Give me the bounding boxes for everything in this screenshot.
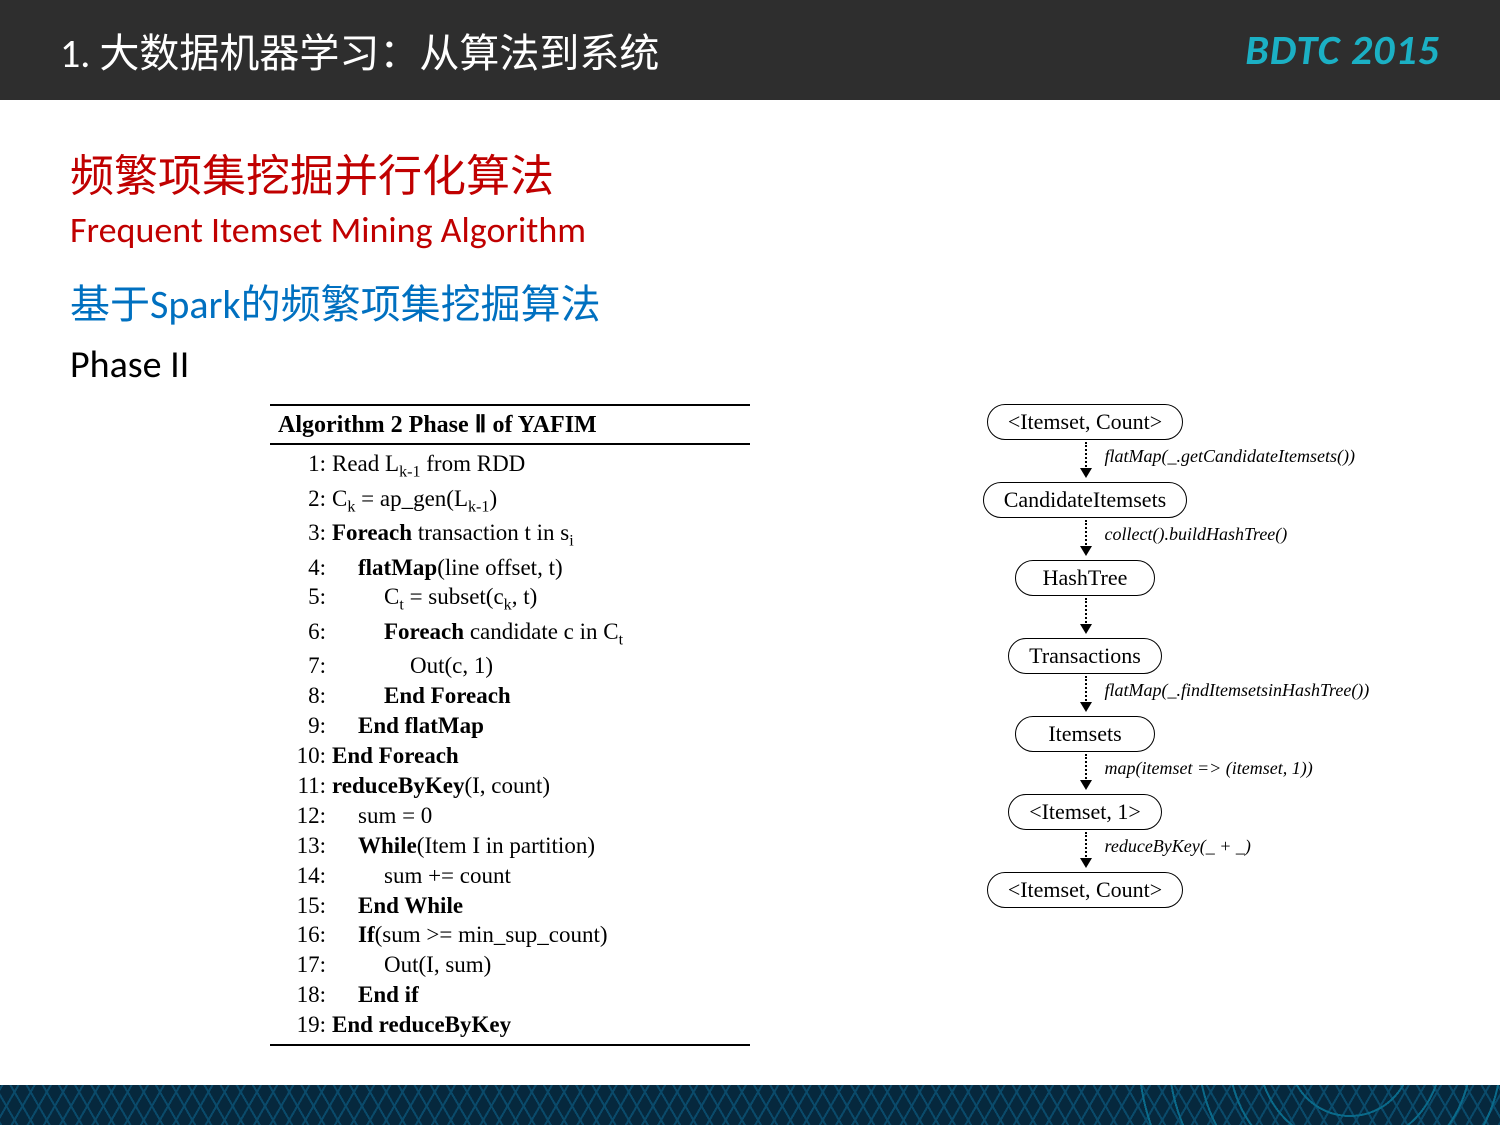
flowchart-edge-label: collect().buildHashTree() [1105, 524, 1288, 545]
algorithm-line: 19:End reduceByKey [294, 1010, 750, 1040]
algorithm-body: 1:Read Lk-1 from RDD2:Ck = ap_gen(Lk-1)3… [270, 445, 750, 1046]
algorithm-line: 6:Foreach candidate c in Ct [294, 617, 750, 652]
algorithm-line: 3:Foreach transaction t in si [294, 518, 750, 553]
flowchart-node: CandidateItemsets [983, 482, 1188, 518]
flowchart-arrow: collect().buildHashTree() [890, 518, 1280, 560]
flowchart-edge-label: reduceByKey(_ + _) [1105, 836, 1251, 857]
flowchart-node: <Itemset, 1> [1008, 794, 1162, 830]
algorithm-line: 7:Out(c, 1) [294, 651, 750, 681]
slide-header: 1. 大数据机器学习：从算法到系统 BDTC 2015 [0, 0, 1500, 100]
flowchart-arrow: flatMap(_.findItemsetsinHashTree()) [890, 674, 1280, 716]
flowchart-node: <Itemset, Count> [987, 404, 1183, 440]
algorithm-line: 4:flatMap(line offset, t) [294, 553, 750, 583]
algorithm-listing: Algorithm 2 Phase Ⅱ of YAFIM 1:Read Lk-1… [270, 404, 750, 1046]
algorithm-line: 12:sum = 0 [294, 801, 750, 831]
algorithm-line: 18:End if [294, 980, 750, 1010]
slide-content: 频繁项集挖掘并行化算法 Frequent Itemset Mining Algo… [0, 100, 1500, 1046]
flowchart-edge-label: flatMap(_.getCandidateItemsets()) [1105, 446, 1355, 467]
algorithm-line: 14:sum += count [294, 861, 750, 891]
algorithm-line: 11:reduceByKey(I, count) [294, 771, 750, 801]
algorithm-line: 1:Read Lk-1 from RDD [294, 449, 750, 484]
algorithm-line: 2:Ck = ap_gen(Lk-1) [294, 484, 750, 519]
flowchart-node: Itemsets [1015, 716, 1155, 752]
flowchart-node: HashTree [1015, 560, 1155, 596]
algorithm-line: 10:End Foreach [294, 741, 750, 771]
algorithm-line: 16:If(sum >= min_sup_count) [294, 920, 750, 950]
flowchart-edge-label: map(itemset => (itemset, 1)) [1105, 758, 1313, 779]
flowchart-arrow [890, 596, 1280, 638]
flowchart-arrow: reduceByKey(_ + _) [890, 830, 1280, 872]
flowchart-node: <Itemset, Count> [987, 872, 1183, 908]
algorithm-line: 17:Out(I, sum) [294, 950, 750, 980]
algorithm-title: Algorithm 2 Phase Ⅱ of YAFIM [270, 404, 750, 445]
algorithm-line: 9:End flatMap [294, 711, 750, 741]
footer-decoration [0, 1085, 1500, 1125]
title-chinese: 频繁项集挖掘并行化算法 [70, 140, 1430, 204]
flowchart-edge-label: flatMap(_.findItemsetsinHashTree()) [1105, 680, 1370, 701]
algorithm-line: 13:While(Item I in partition) [294, 831, 750, 861]
algorithm-line: 8:End Foreach [294, 681, 750, 711]
flowchart-arrow: map(itemset => (itemset, 1)) [890, 752, 1280, 794]
subtitle-spark: 基于Spark的频繁项集挖掘算法 [70, 272, 1430, 330]
flowchart-node: Transactions [1008, 638, 1162, 674]
two-column-layout: Algorithm 2 Phase Ⅱ of YAFIM 1:Read Lk-1… [270, 404, 1430, 1046]
conference-logo: BDTC 2015 [1245, 25, 1440, 76]
algorithm-line: 15:End While [294, 891, 750, 921]
slide-header-title: 1. 大数据机器学习：从算法到系统 [60, 21, 659, 79]
flowchart-diagram: <Itemset, Count>flatMap(_.getCandidateIt… [890, 404, 1280, 1046]
title-english: Frequent Itemset Mining Algorithm [70, 208, 1430, 252]
flowchart-arrow: flatMap(_.getCandidateItemsets()) [890, 440, 1280, 482]
phase-label: Phase II [70, 342, 1430, 388]
algorithm-line: 5:Ct = subset(ck, t) [294, 582, 750, 617]
